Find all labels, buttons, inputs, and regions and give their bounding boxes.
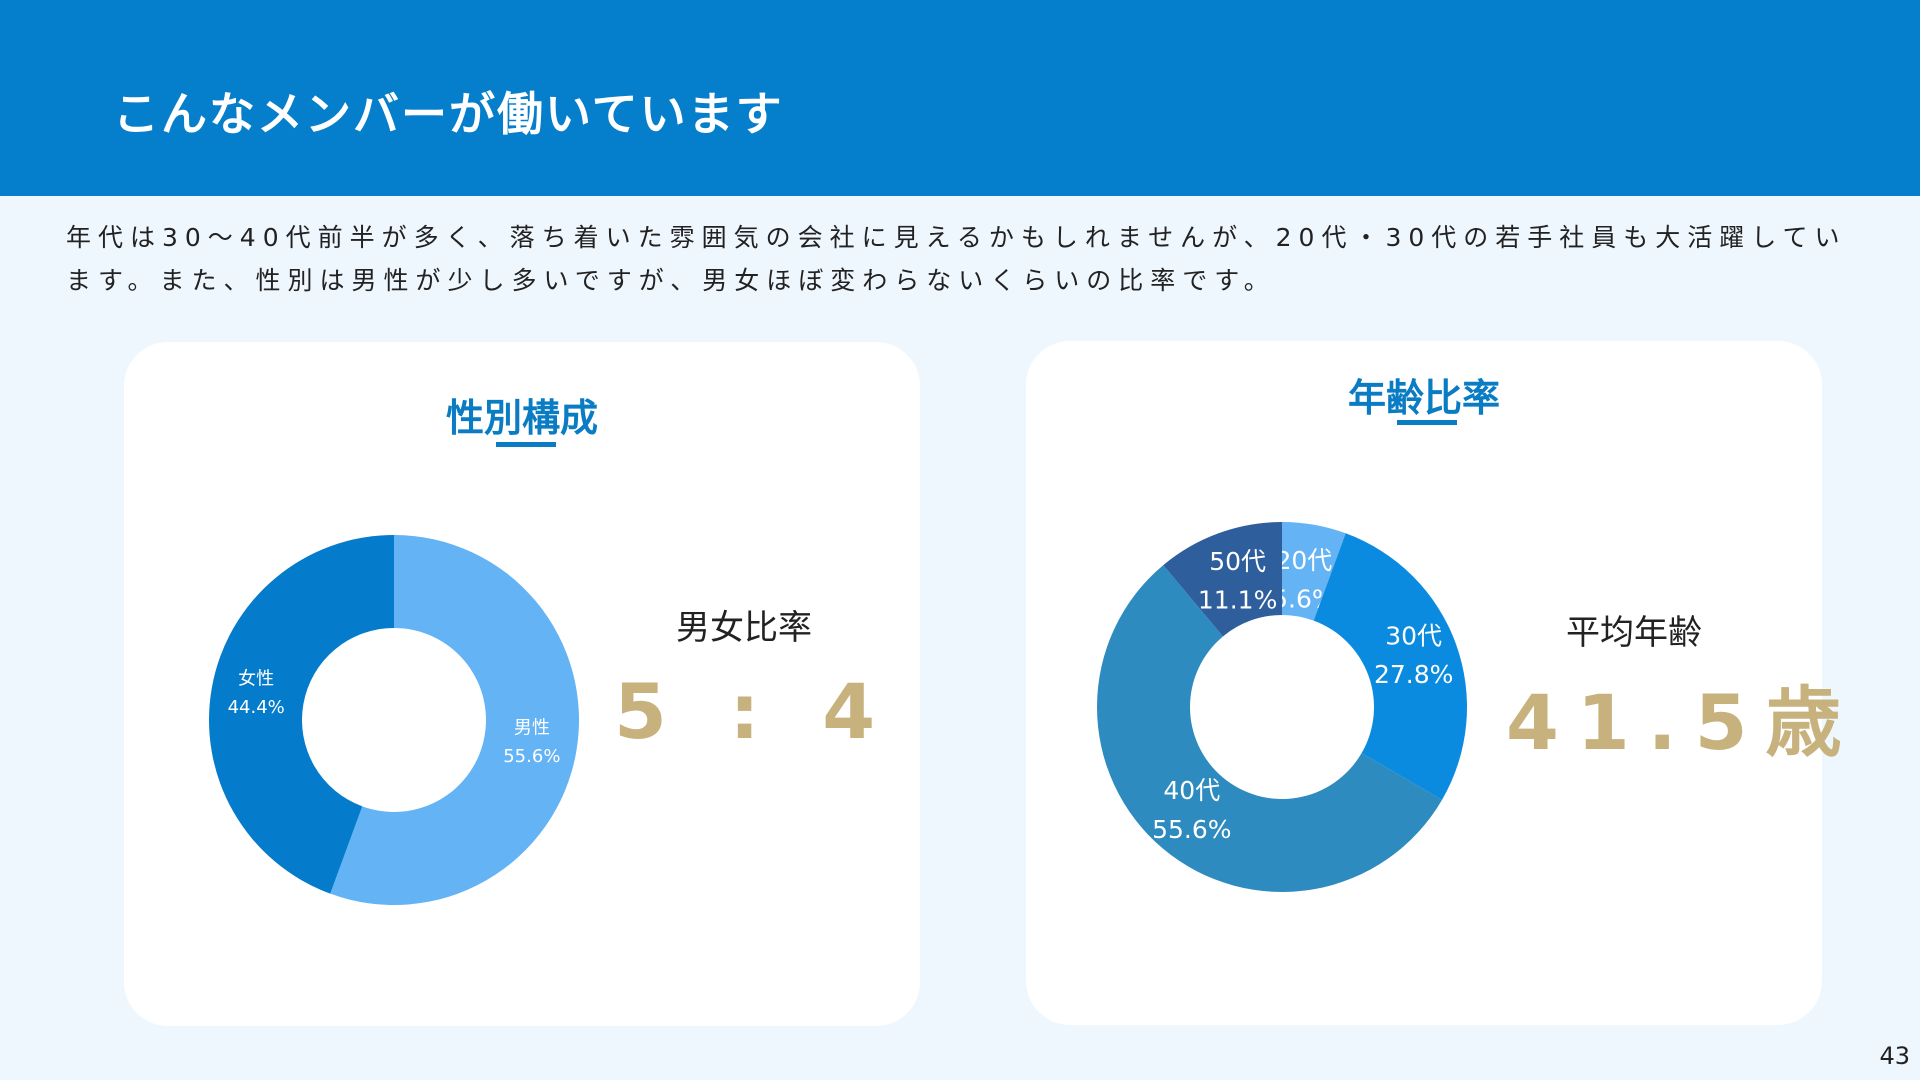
gender-card: 性別構成 男性 55.6% 女性 44.4% 男女比率 5 : 4: [124, 342, 920, 1026]
age-title-underline: [1397, 420, 1457, 425]
slice-value-3: 55.6%: [1152, 815, 1231, 844]
slice-label-2: 30代: [1385, 621, 1442, 650]
slice-label-4: 50代: [1209, 547, 1266, 576]
slice-label-1: 男性: [514, 718, 550, 739]
slice-label-2: 女性: [238, 668, 274, 689]
slice-value-2: 44.4%: [228, 697, 285, 718]
slice-value-2: 27.8%: [1374, 660, 1453, 689]
gender-ratio-value: 5 : 4: [614, 667, 894, 756]
intro-text: 年代は30〜40代前半が多く、落ち着いた雰囲気の会社に見えるかもしれませんが、2…: [66, 223, 1847, 295]
header-bar: こんなメンバーが働いています: [0, 0, 1920, 196]
donut-slice-1: [1282, 522, 1346, 621]
slice-label-3: 40代: [1163, 776, 1220, 805]
age-card-title: 年齢比率: [1347, 376, 1500, 420]
average-age-value: 41.5歳: [1506, 678, 1860, 767]
gender-ratio-label: 男女比率: [676, 608, 812, 648]
gender-donut-chart: 男性 55.6% 女性 44.4%: [208, 535, 579, 905]
donut-slice-4: [1163, 522, 1282, 637]
slice-value-1: 55.6%: [503, 746, 560, 767]
page-number: 43: [1879, 1042, 1910, 1070]
donut-slice-2: [208, 535, 394, 894]
gender-card-title: 性別構成: [445, 396, 598, 440]
gender-title-underline: [496, 442, 556, 447]
donut-slice-1: [330, 535, 579, 905]
page-title: こんなメンバーが働いています: [113, 87, 784, 141]
average-age-label: 平均年齢: [1566, 613, 1702, 653]
slice-value-4: 11.1%: [1198, 586, 1277, 615]
donut-slice-3: [1097, 565, 1443, 892]
age-card: 年齢比率 20代 5.6% 30代 27.8% 40代 55.6% 50代 11.1% 平均年…: [1026, 341, 1842, 1025]
donut-slice-2: [1313, 533, 1467, 800]
slice-label-1: 20代: [1275, 546, 1332, 575]
